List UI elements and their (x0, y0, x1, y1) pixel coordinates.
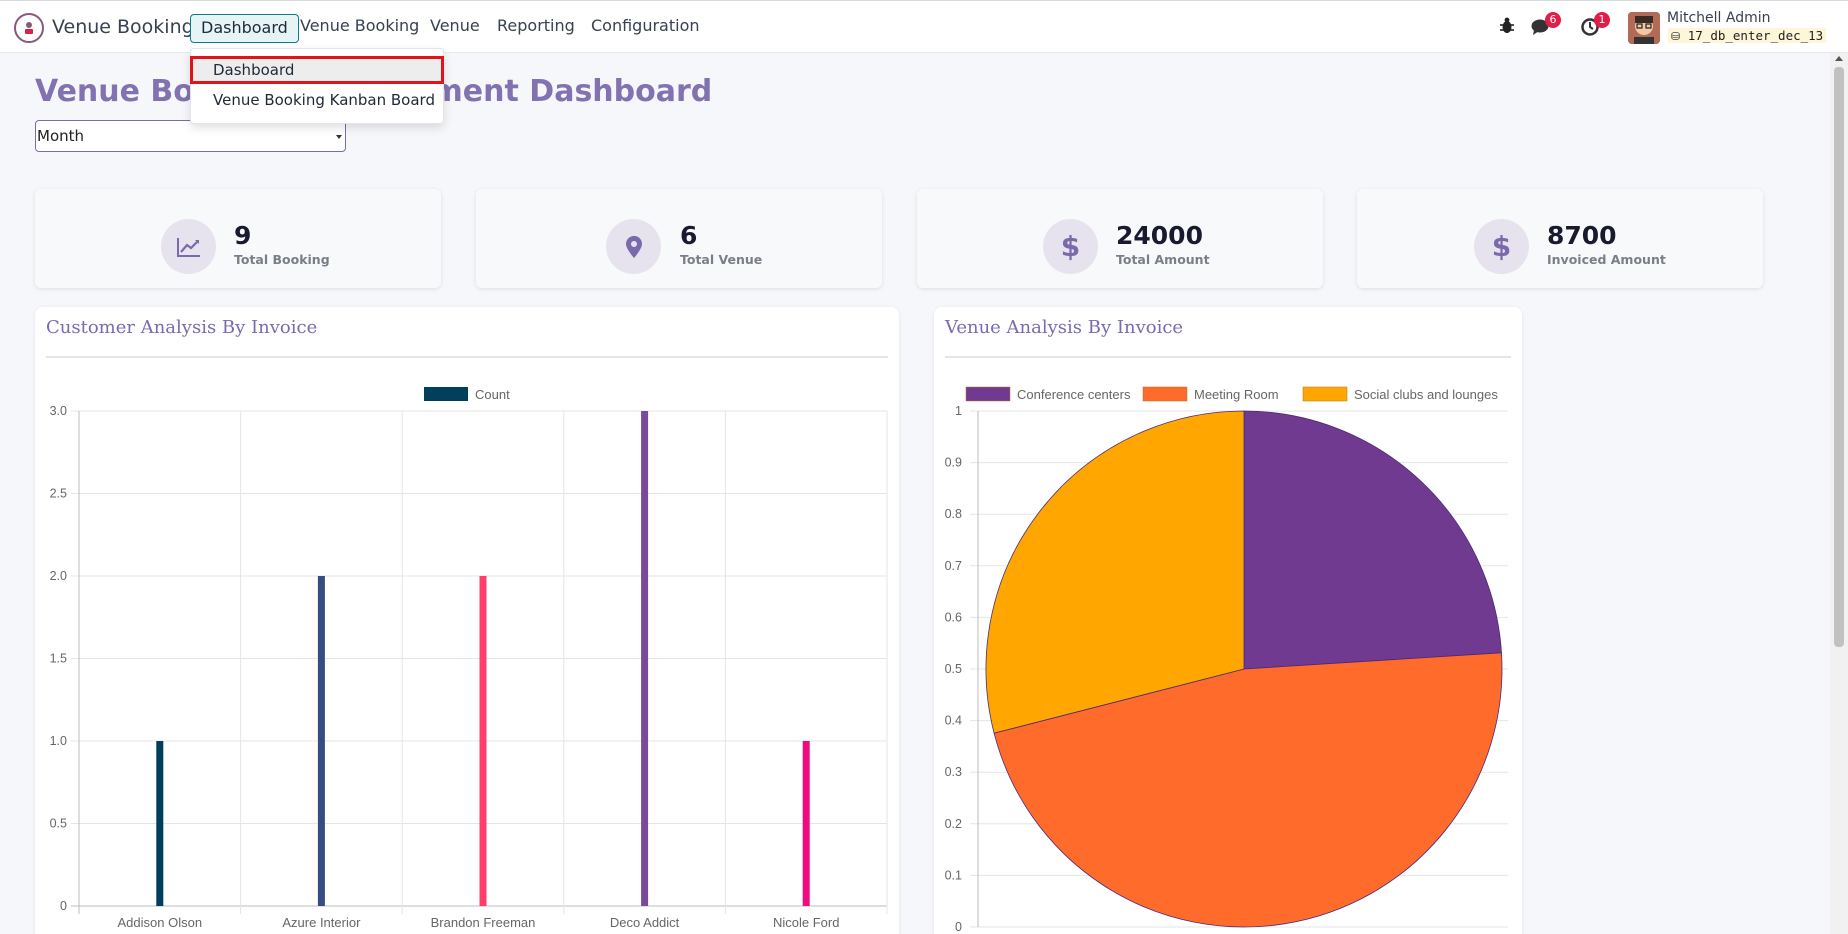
legend-label: Meeting Room (1194, 387, 1279, 402)
kpi-card-total-booking: 9 Total Booking (35, 189, 441, 288)
kpi-value: 9 (234, 221, 252, 250)
kpi-value: 6 (680, 221, 698, 250)
scrollbar-thumb[interactable] (1834, 67, 1844, 647)
pie-slice (993, 652, 1503, 928)
customer-bar-chart: Count 0 0.5 1.0 1.5 2.0 2.5 3.0 Addison Olson Azu… (50, 387, 888, 930)
pie-slice (985, 410, 1245, 734)
y-tick-label: 1.5 (50, 652, 67, 666)
messages-chat-icon[interactable]: 6 (1531, 12, 1561, 41)
kpi-card-invoiced-amount: $ 8700 Invoiced Amount (1357, 189, 1763, 288)
kpi-label: Invoiced Amount (1547, 252, 1666, 267)
dropdown-item-kanban-board[interactable]: Venue Booking Kanban Board (213, 91, 435, 109)
y-tick-label: 0.9 (945, 456, 962, 470)
y-tick-label: 0.8 (945, 507, 962, 521)
y-tick-label: 1.0 (50, 734, 67, 748)
activity-badge: 1 (1594, 12, 1610, 28)
activity-clock-icon[interactable]: 1 (1580, 12, 1610, 41)
database-name: ⛁ 17_db_enter_dec_13 (1668, 28, 1827, 43)
customer-analysis-panel: Customer Analysis By Invoice Count 0 0.5 1.… (35, 307, 899, 934)
y-tick-label: 0 (60, 899, 67, 913)
x-tick-label: Brandon Freeman (431, 915, 536, 930)
page-scrollbar[interactable] (1830, 53, 1848, 934)
bar (317, 576, 325, 906)
y-tick-label: 0.6 (945, 610, 962, 624)
user-avatar[interactable] (1628, 12, 1660, 44)
dashboard-dropdown-menu: Dashboard Venue Booking Kanban Board (190, 48, 444, 124)
y-tick-label: 0.7 (945, 559, 962, 573)
bar (156, 741, 164, 906)
x-tick-label: Azure Interior (282, 915, 361, 930)
customer-analysis-title: Customer Analysis By Invoice (46, 317, 318, 338)
x-tick-label: Deco Addict (610, 915, 680, 930)
kpi-card-total-venue: 6 Total Venue (476, 189, 882, 288)
panel-divider (945, 356, 1511, 358)
legend-swatch (1302, 386, 1348, 402)
menu-venue[interactable]: Venue (430, 16, 480, 35)
y-tick-label: 0.3 (945, 765, 962, 779)
messages-badge: 6 (1545, 12, 1561, 28)
bar (479, 576, 487, 906)
kpi-value: 24000 (1116, 221, 1203, 250)
legend-label: Conference centers (1017, 387, 1131, 402)
kpi-label: Total Booking (234, 252, 330, 267)
top-navbar: Venue Booking Dashboard Venue Booking Ve… (0, 0, 1848, 53)
period-filter-value: Month (37, 127, 85, 145)
legend-label: Social clubs and lounges (1354, 387, 1498, 402)
map-marker-icon (606, 219, 661, 274)
kpi-label: Total Amount (1116, 252, 1210, 267)
period-filter-select[interactable]: Month (35, 120, 346, 152)
user-name[interactable]: Mitchell Admin (1667, 10, 1771, 26)
app-logo-icon[interactable] (14, 13, 44, 43)
dollar-icon: $ (1043, 219, 1098, 274)
menu-configuration[interactable]: Configuration (591, 16, 700, 35)
y-tick-label: 2.0 (50, 569, 67, 583)
kpi-card-total-amount: $ 24000 Total Amount (917, 189, 1323, 288)
y-tick-label: 0.5 (50, 817, 67, 831)
legend-label: Count (475, 387, 510, 402)
kpi-label: Total Venue (680, 252, 763, 267)
y-tick-label: 3.0 (50, 404, 67, 418)
panel-divider (46, 356, 888, 358)
menu-venue-booking[interactable]: Venue Booking (300, 16, 420, 35)
legend-swatch (424, 387, 468, 401)
pie-slice (1243, 410, 1502, 670)
y-tick-label: 0.1 (945, 868, 962, 882)
x-tick-label: Addison Olson (118, 915, 203, 930)
y-tick-label: 2.5 (50, 487, 67, 501)
database-name-text: 17_db_enter_dec_13 (1687, 28, 1824, 43)
y-tick-label: 1 (955, 404, 962, 418)
y-tick-label: 0.2 (945, 817, 962, 831)
chart-line-icon (161, 219, 216, 274)
venue-pie-chart: Conference centers Meeting Room Social clu… (945, 386, 1508, 934)
app-name[interactable]: Venue Booking (52, 16, 194, 38)
dollar-icon: $ (1474, 219, 1529, 274)
bar (802, 741, 810, 906)
y-tick-label: 0 (955, 920, 962, 934)
menu-dashboard[interactable]: Dashboard (190, 14, 299, 43)
chevron-down-icon (336, 135, 342, 139)
venue-analysis-title: Venue Analysis By Invoice (945, 317, 1184, 338)
dropdown-item-dashboard[interactable]: Dashboard (190, 56, 444, 84)
kpi-value: 8700 (1547, 221, 1617, 250)
menu-reporting[interactable]: Reporting (497, 16, 575, 35)
y-tick-label: 0.5 (945, 662, 962, 676)
venue-analysis-panel: Venue Analysis By Invoice Conference cen… (934, 307, 1522, 934)
x-tick-label: Nicole Ford (773, 915, 839, 930)
database-icon: ⛁ (1671, 30, 1681, 43)
legend-swatch (965, 386, 1011, 402)
legend-swatch (1142, 386, 1188, 402)
y-tick-label: 0.4 (945, 714, 962, 728)
scroll-up-arrow-icon[interactable] (1835, 56, 1843, 61)
bar (641, 411, 649, 906)
debug-bug-icon[interactable] (1499, 17, 1515, 39)
